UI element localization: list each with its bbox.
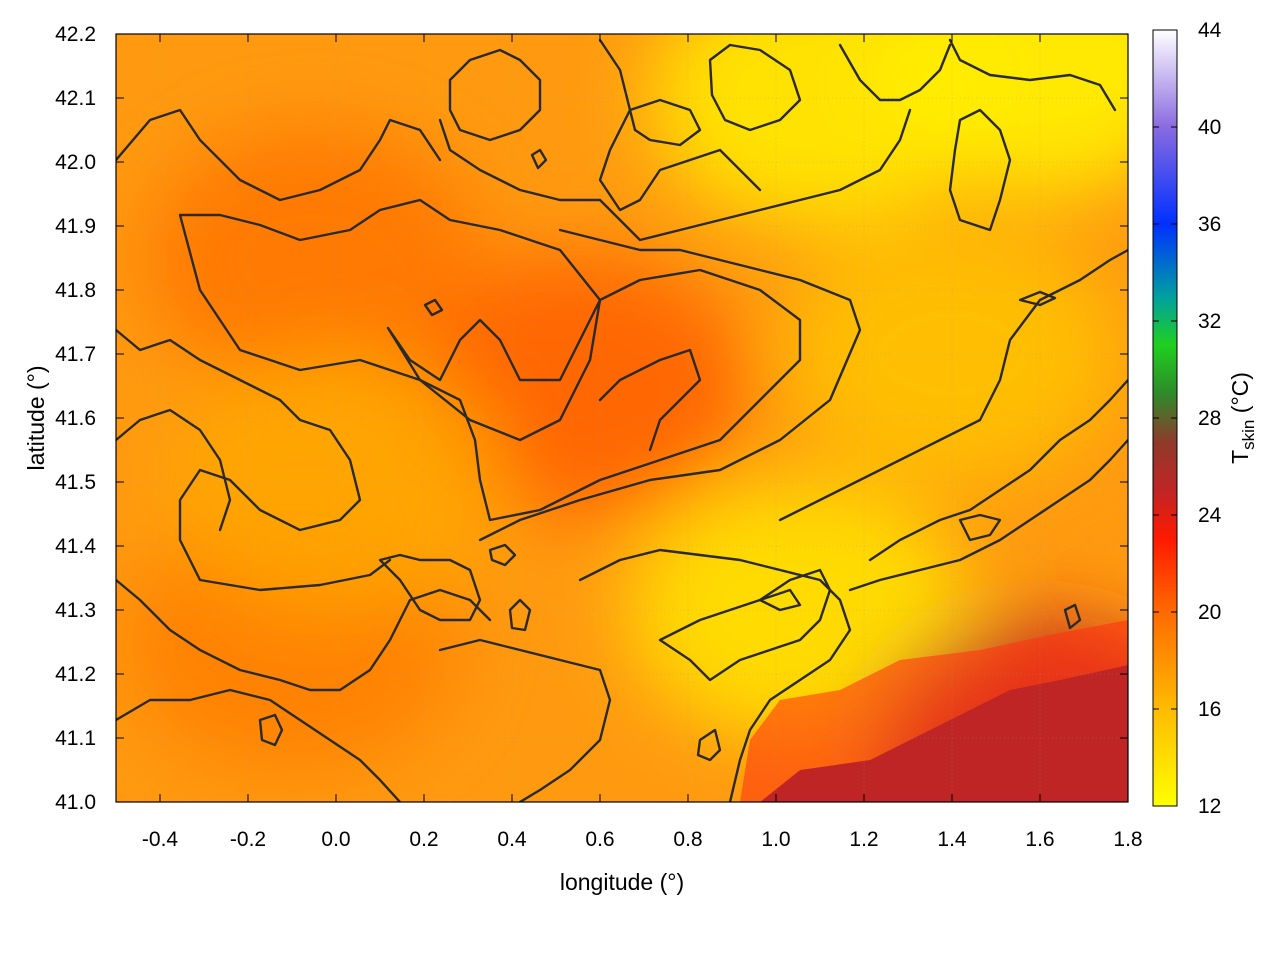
y-tick-label: 41.9: [55, 215, 96, 238]
field-region-north-cool: [650, 34, 990, 228]
contour-line: [578, 548, 852, 802]
x-tick-label: 0.4: [497, 828, 527, 851]
y-tick-label: 41.0: [55, 791, 96, 814]
sea-area: [760, 665, 1128, 802]
y-tick-label: 41.5: [55, 471, 96, 494]
contour-line: [1018, 290, 1057, 307]
contour-line: [438, 108, 912, 242]
x-tick-label: -0.4: [142, 828, 179, 851]
contour-line: [838, 43, 952, 102]
contour-line: [848, 438, 1128, 592]
contour-line: [598, 348, 702, 452]
heat-field: [116, 34, 1128, 802]
x-tick-label: 1.8: [1113, 828, 1142, 851]
y-tick-label: 42.1: [55, 87, 96, 110]
x-tick-label: 0.2: [409, 828, 438, 851]
colorbar-tick-label: 40: [1198, 116, 1221, 139]
contour-line: [386, 268, 802, 522]
field-region-northwest-warm: [144, 128, 484, 388]
colorbar-tick-label: 24: [1198, 504, 1222, 527]
colorbar-tick-label: 32: [1198, 310, 1221, 333]
colorbar-tick-label: 20: [1198, 601, 1221, 624]
y-tick-label: 41.8: [55, 279, 96, 302]
contour-line: [258, 713, 284, 747]
contour-line: [478, 228, 862, 542]
y-tick-label: 41.1: [55, 727, 96, 750]
colorbar-title-subscript: skin: [1239, 420, 1258, 450]
contour-line: [378, 553, 482, 622]
y-tick-label: 41.7: [55, 343, 96, 366]
contour-line: [658, 568, 832, 682]
x-tick-label: -0.2: [230, 828, 266, 851]
colorbar-tick-label: 44: [1198, 19, 1222, 42]
contour-line: [116, 578, 492, 692]
x-tick-label: 0.0: [321, 828, 350, 851]
colorbar-title-unit: (°C): [1227, 372, 1253, 420]
contour-line: [628, 98, 702, 147]
colorbar-tick-label: 16: [1198, 698, 1221, 721]
colorbar-tick-label: 28: [1198, 407, 1221, 430]
contour-line: [530, 148, 548, 170]
x-axis-title: longitude (°): [560, 869, 684, 895]
contour-line: [778, 248, 1128, 522]
x-tick-label: 1.0: [761, 828, 790, 851]
x-tick-label: 1.4: [937, 828, 967, 851]
contour-line: [948, 108, 1012, 232]
y-tick-label: 41.6: [55, 407, 96, 430]
contour-line: [508, 598, 532, 632]
y-axis-title: latitude (°): [23, 365, 49, 470]
contour-line: [598, 38, 762, 212]
contour-line: [116, 688, 402, 802]
x-axis: -0.4 -0.2 0.0 0.2 0.4 0.6 0.8 1.0 1.2 1.4 1.6 1.8: [142, 34, 1143, 851]
x-tick-label: 0.8: [673, 828, 702, 851]
contour-line: [116, 328, 392, 592]
coast-speckle-band: [740, 620, 1128, 802]
contour-line: [423, 298, 444, 317]
colorbar-tick-label: 36: [1198, 213, 1221, 236]
x-tick-label: 1.2: [849, 828, 878, 851]
contour-line: [1063, 603, 1082, 630]
colorbar-title: Tskin (°C): [1227, 372, 1258, 464]
contour-line: [708, 43, 802, 132]
y-axis: 41.0 41.1 41.2 41.3 41.4 41.5 41.6 41.7 41.8 41.9…: [55, 23, 1128, 814]
contour-line: [448, 48, 542, 142]
x-tick-label: 1.6: [1025, 828, 1054, 851]
colorbar-title-main: T: [1227, 450, 1253, 464]
colorbar-tick-label: 12: [1198, 795, 1221, 818]
y-tick-label: 41.4: [55, 535, 96, 558]
contour-line: [116, 408, 232, 532]
contour-line: [116, 108, 442, 202]
contour-line: [958, 513, 1002, 542]
contour-line: [758, 588, 802, 612]
x-tick-label: 0.6: [585, 828, 614, 851]
contour-lines: [116, 38, 1128, 802]
y-tick-label: 42.2: [55, 23, 96, 46]
contour-line: [488, 543, 517, 567]
contour-line: [868, 378, 1128, 562]
y-tick-label: 41.2: [55, 663, 96, 686]
contour-line: [438, 638, 612, 802]
y-tick-label: 41.3: [55, 599, 96, 622]
contour-line: [696, 728, 722, 762]
colorbar-ticks: 12 16 20 24 28 32 36 40 44: [1153, 19, 1222, 818]
y-tick-label: 42.0: [55, 151, 96, 174]
contour-line: [948, 38, 1117, 112]
colorbar: 12 16 20 24 28 32 36 40 44 Tskin (°C): [1152, 19, 1258, 818]
